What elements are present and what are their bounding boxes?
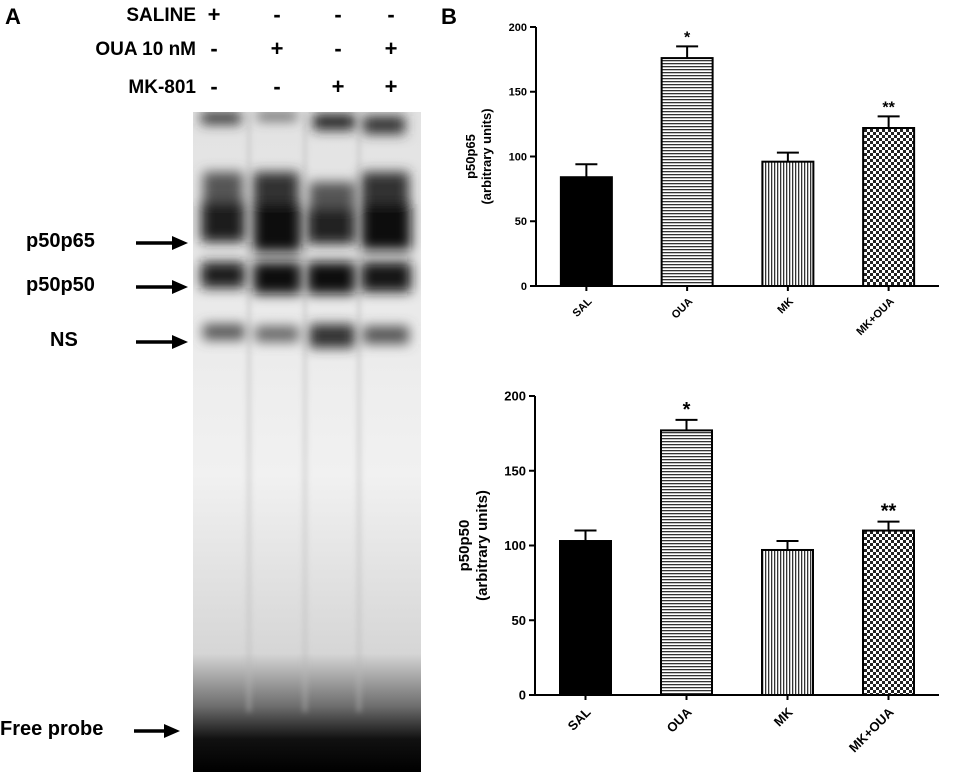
band-arrow-icon bbox=[136, 335, 188, 349]
y-axis-label: (arbitrary units) bbox=[479, 108, 494, 204]
y-tick-label: 200 bbox=[504, 389, 526, 404]
x-tick-label: OUA bbox=[664, 704, 695, 735]
condition-label: OUA 10 nM bbox=[95, 39, 196, 60]
band-label: p50p50 bbox=[26, 274, 95, 296]
y-tick-label: 100 bbox=[509, 151, 527, 163]
condition-sign: + bbox=[207, 2, 221, 27]
y-tick-label: 50 bbox=[512, 613, 526, 628]
x-tick-label: MK bbox=[771, 704, 796, 729]
bar bbox=[660, 429, 713, 696]
condition-sign: - bbox=[273, 2, 281, 27]
condition-sign: + bbox=[270, 36, 284, 61]
y-tick-label: 0 bbox=[519, 688, 526, 703]
condition-sign: - bbox=[273, 74, 281, 99]
x-tick-label: SAL bbox=[565, 704, 594, 733]
band-label: Free probe bbox=[0, 718, 104, 740]
condition-sign: - bbox=[334, 2, 342, 27]
y-axis-label: p50p50 bbox=[456, 520, 473, 572]
band-arrow-icon bbox=[136, 280, 188, 294]
y-axis-label: (arbitrary units) bbox=[474, 490, 491, 601]
condition-sign: + bbox=[331, 74, 345, 99]
gel-image bbox=[193, 112, 421, 772]
x-tick-label: SAL bbox=[570, 295, 594, 319]
gel-svg bbox=[193, 112, 421, 772]
x-tick-label: MK+OUA bbox=[854, 296, 896, 338]
y-tick-label: 50 bbox=[515, 216, 527, 228]
bar bbox=[559, 176, 613, 287]
bar bbox=[660, 57, 714, 287]
panel-a-letter: A bbox=[5, 4, 21, 29]
bar bbox=[761, 160, 815, 287]
condition-label: MK-801 bbox=[128, 77, 196, 98]
chart-1: 0 50 100 150 200 p50p65 (arbitrary units) SAL * O… bbox=[463, 22, 939, 338]
condition-sign: - bbox=[210, 74, 218, 99]
condition-sign: - bbox=[387, 2, 395, 27]
panel-b-letter: B bbox=[441, 4, 457, 29]
significance-label: * bbox=[684, 29, 691, 46]
significance-label: * bbox=[683, 399, 691, 421]
band-label: NS bbox=[50, 329, 78, 351]
band-label: p50p65 bbox=[26, 230, 95, 252]
condition-sign: + bbox=[384, 36, 398, 61]
bar bbox=[862, 127, 916, 287]
bar bbox=[761, 548, 814, 696]
significance-label: ** bbox=[881, 501, 897, 523]
y-tick-label: 200 bbox=[509, 22, 527, 34]
x-tick-label: MK bbox=[775, 296, 796, 317]
y-tick-label: 0 bbox=[521, 281, 527, 293]
band-arrow-icon bbox=[136, 236, 188, 250]
y-tick-label: 150 bbox=[509, 87, 527, 99]
chart-2: 0 50 100 150 200 p50p50 (arbitrary units) SAL * O… bbox=[456, 389, 939, 755]
condition-sign: - bbox=[334, 36, 342, 61]
y-axis-label: p50p65 bbox=[463, 134, 478, 179]
x-tick-label: OUA bbox=[669, 296, 695, 322]
bar bbox=[862, 529, 915, 696]
x-tick-label: MK+OUA bbox=[846, 704, 897, 755]
condition-sign: + bbox=[384, 74, 398, 99]
y-tick-label: 150 bbox=[504, 463, 526, 478]
condition-label: SALINE bbox=[126, 5, 196, 26]
band-arrow-icon bbox=[134, 724, 180, 738]
y-tick-label: 100 bbox=[504, 538, 526, 553]
bar bbox=[559, 540, 612, 697]
condition-sign: - bbox=[210, 36, 218, 61]
significance-label: ** bbox=[882, 99, 895, 116]
